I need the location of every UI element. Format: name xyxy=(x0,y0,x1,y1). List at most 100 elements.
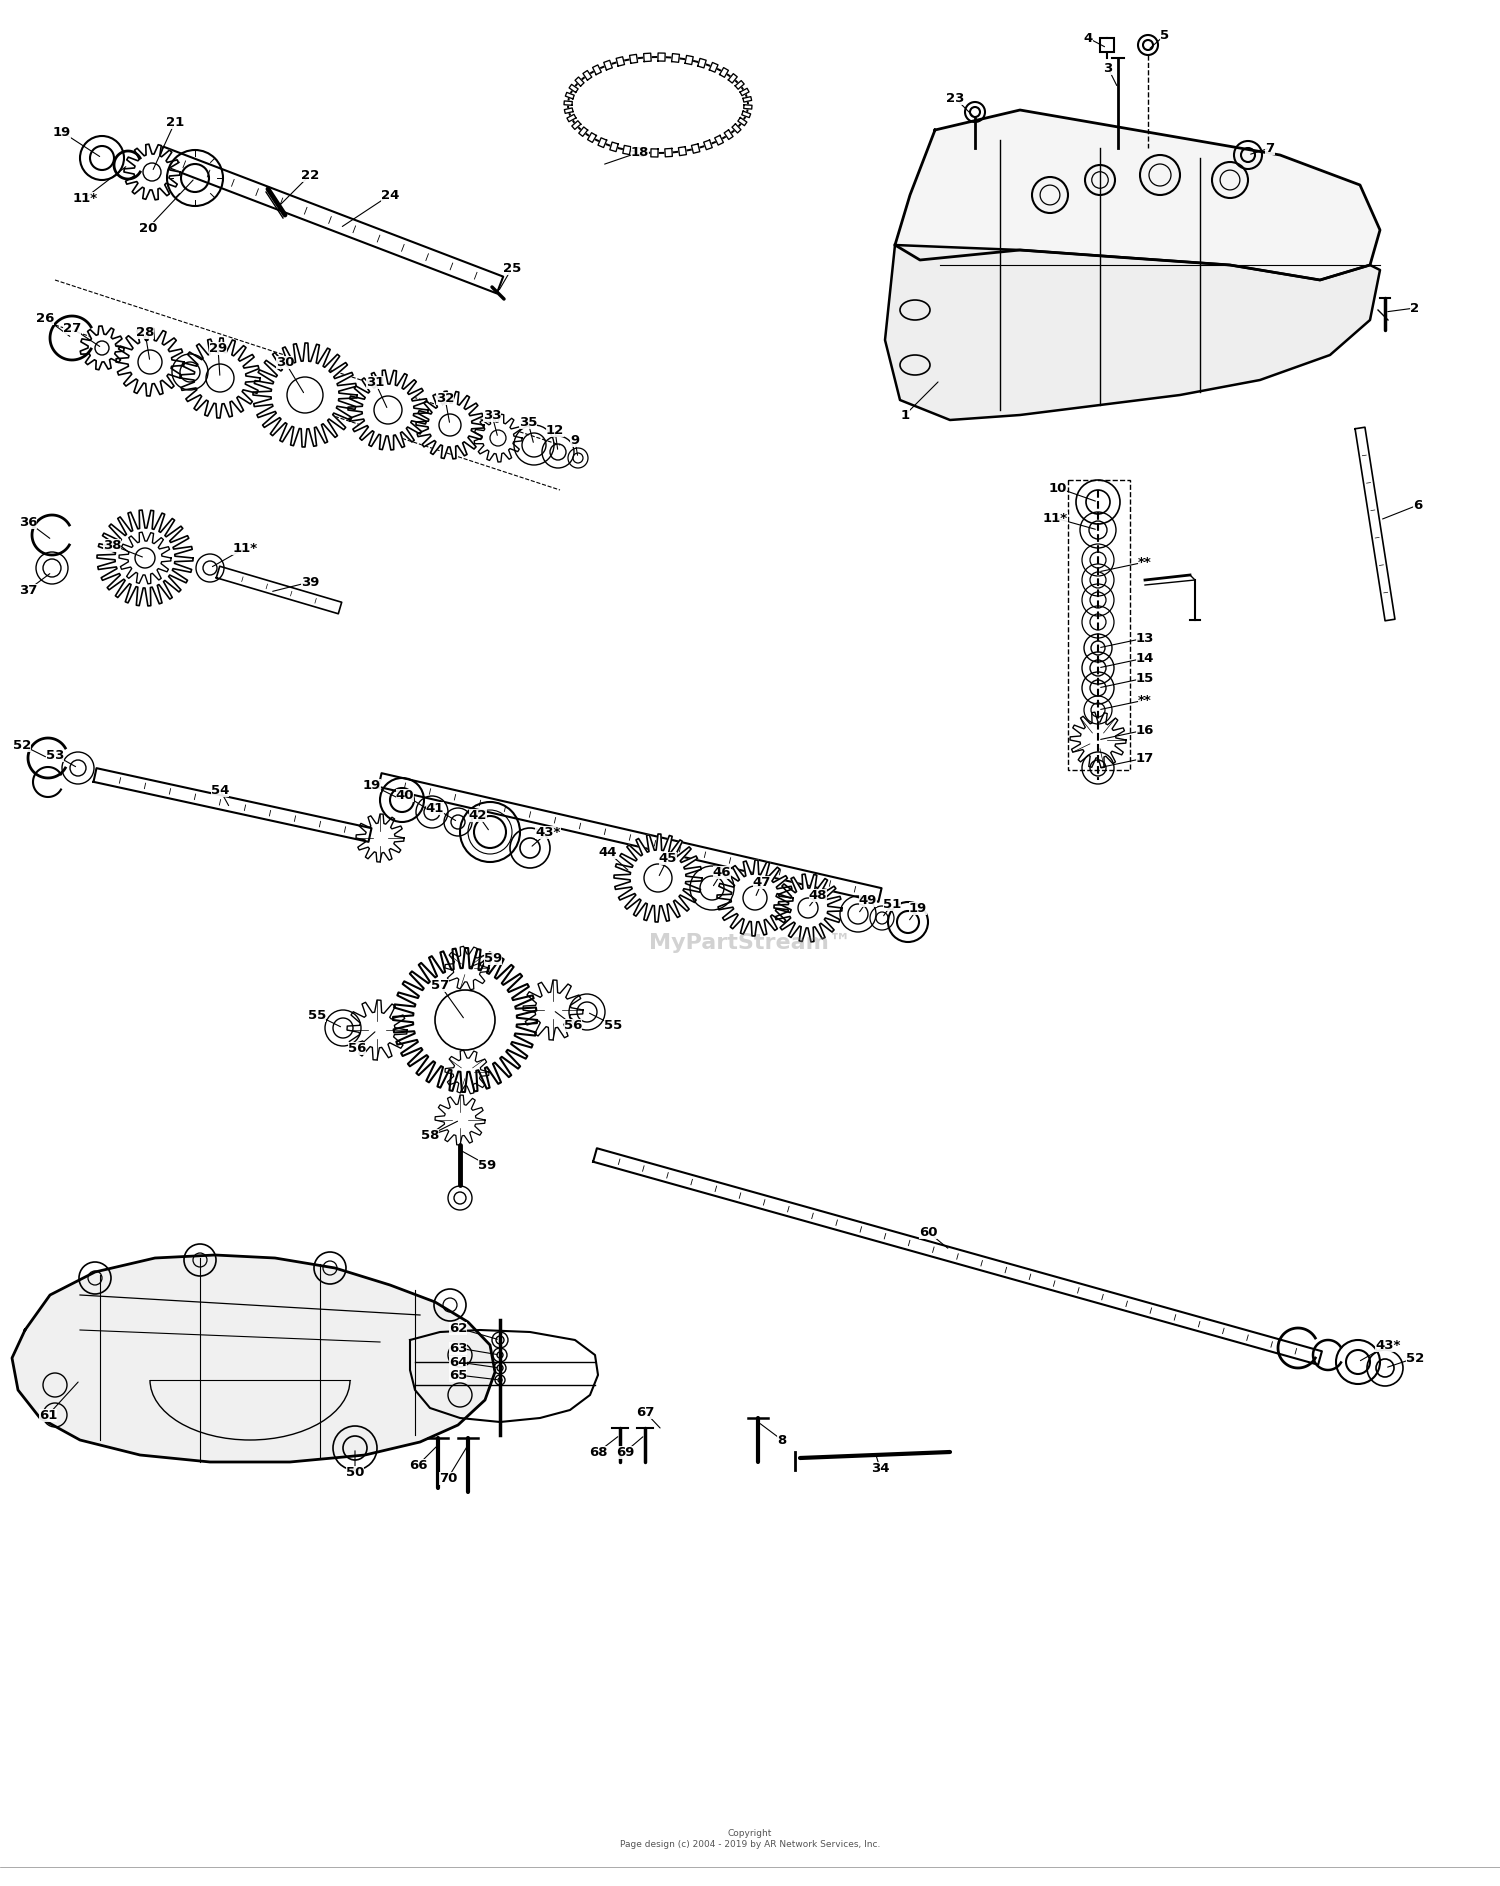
Text: 61: 61 xyxy=(39,1409,57,1422)
Polygon shape xyxy=(584,70,592,79)
Polygon shape xyxy=(735,81,744,89)
Text: 2: 2 xyxy=(1410,302,1419,315)
Polygon shape xyxy=(686,55,693,64)
Text: 31: 31 xyxy=(366,375,384,389)
Polygon shape xyxy=(567,115,576,123)
Text: 17: 17 xyxy=(1136,751,1154,764)
Text: 52: 52 xyxy=(1406,1352,1423,1364)
Text: 8: 8 xyxy=(777,1433,786,1447)
Text: 27: 27 xyxy=(63,321,81,334)
Text: 63: 63 xyxy=(448,1341,468,1354)
Polygon shape xyxy=(720,68,729,77)
Polygon shape xyxy=(180,338,260,419)
Text: 13: 13 xyxy=(1136,632,1154,645)
Text: Copyright
Page design (c) 2004 - 2019 by AR Network Services, Inc.: Copyright Page design (c) 2004 - 2019 by… xyxy=(620,1829,880,1848)
Text: 19: 19 xyxy=(53,126,70,138)
Text: 43*: 43* xyxy=(1376,1339,1401,1352)
Text: 23: 23 xyxy=(946,92,964,104)
Text: **: ** xyxy=(1138,556,1152,568)
Polygon shape xyxy=(724,130,734,140)
Polygon shape xyxy=(704,140,712,149)
Text: 7: 7 xyxy=(1266,141,1275,155)
Text: 35: 35 xyxy=(519,415,537,428)
Text: 44: 44 xyxy=(598,845,616,858)
Polygon shape xyxy=(572,121,580,130)
Polygon shape xyxy=(579,126,588,136)
Text: 20: 20 xyxy=(140,221,158,234)
Polygon shape xyxy=(592,64,602,75)
Polygon shape xyxy=(664,149,672,157)
Text: 45: 45 xyxy=(658,851,676,864)
Polygon shape xyxy=(568,85,578,92)
Text: 11*: 11* xyxy=(72,192,98,204)
Polygon shape xyxy=(158,147,503,294)
Polygon shape xyxy=(564,108,573,113)
Polygon shape xyxy=(616,57,624,66)
Polygon shape xyxy=(885,245,1380,421)
Text: 19: 19 xyxy=(909,902,927,915)
Text: 1: 1 xyxy=(900,409,909,421)
Polygon shape xyxy=(630,55,638,64)
Polygon shape xyxy=(672,53,680,62)
Polygon shape xyxy=(738,117,747,126)
Polygon shape xyxy=(614,834,702,922)
Polygon shape xyxy=(588,132,597,143)
Text: 11*: 11* xyxy=(232,541,258,554)
Polygon shape xyxy=(254,343,357,447)
Polygon shape xyxy=(378,773,882,902)
Text: 40: 40 xyxy=(396,788,414,802)
Text: 62: 62 xyxy=(448,1322,466,1335)
Text: 58: 58 xyxy=(422,1128,440,1141)
Polygon shape xyxy=(742,111,750,117)
Polygon shape xyxy=(604,60,612,70)
Polygon shape xyxy=(12,1254,495,1462)
Polygon shape xyxy=(1354,428,1395,620)
Polygon shape xyxy=(651,149,658,157)
Polygon shape xyxy=(216,566,342,613)
Text: 67: 67 xyxy=(636,1405,654,1418)
Text: 34: 34 xyxy=(870,1462,889,1475)
Polygon shape xyxy=(742,96,752,102)
Polygon shape xyxy=(474,415,522,462)
Text: 14: 14 xyxy=(1136,651,1154,664)
Polygon shape xyxy=(610,141,618,151)
Text: 36: 36 xyxy=(20,515,38,528)
Polygon shape xyxy=(98,509,194,605)
Text: 50: 50 xyxy=(346,1465,364,1479)
Text: 15: 15 xyxy=(1136,671,1154,685)
Polygon shape xyxy=(393,949,537,1092)
Polygon shape xyxy=(592,1149,1322,1365)
Text: 55: 55 xyxy=(308,1009,326,1022)
Text: 53: 53 xyxy=(46,749,64,762)
Text: 16: 16 xyxy=(1136,724,1154,737)
Polygon shape xyxy=(740,89,748,96)
Polygon shape xyxy=(116,328,184,396)
Text: 10: 10 xyxy=(1048,481,1066,494)
Polygon shape xyxy=(732,124,741,134)
Text: 39: 39 xyxy=(302,575,320,588)
Text: 32: 32 xyxy=(436,392,454,404)
Polygon shape xyxy=(717,860,794,935)
Text: 5: 5 xyxy=(1161,28,1170,41)
Polygon shape xyxy=(564,102,573,106)
Text: 64: 64 xyxy=(448,1356,468,1369)
Text: 57: 57 xyxy=(430,979,448,992)
Text: 4: 4 xyxy=(1083,32,1092,45)
Text: 33: 33 xyxy=(483,409,501,421)
Polygon shape xyxy=(698,58,706,68)
Text: **: ** xyxy=(1138,694,1152,707)
Text: 60: 60 xyxy=(918,1226,938,1239)
Polygon shape xyxy=(774,873,842,941)
Text: 55: 55 xyxy=(604,1018,622,1032)
Text: 24: 24 xyxy=(381,189,399,202)
Polygon shape xyxy=(658,53,664,60)
Text: 29: 29 xyxy=(209,341,226,355)
Polygon shape xyxy=(714,136,723,145)
Text: 11*: 11* xyxy=(1042,511,1068,524)
Polygon shape xyxy=(710,62,718,72)
Polygon shape xyxy=(896,109,1380,279)
Text: 59: 59 xyxy=(484,952,502,964)
Text: 69: 69 xyxy=(616,1445,634,1458)
Text: 56: 56 xyxy=(564,1018,582,1032)
Text: 48: 48 xyxy=(808,888,826,902)
